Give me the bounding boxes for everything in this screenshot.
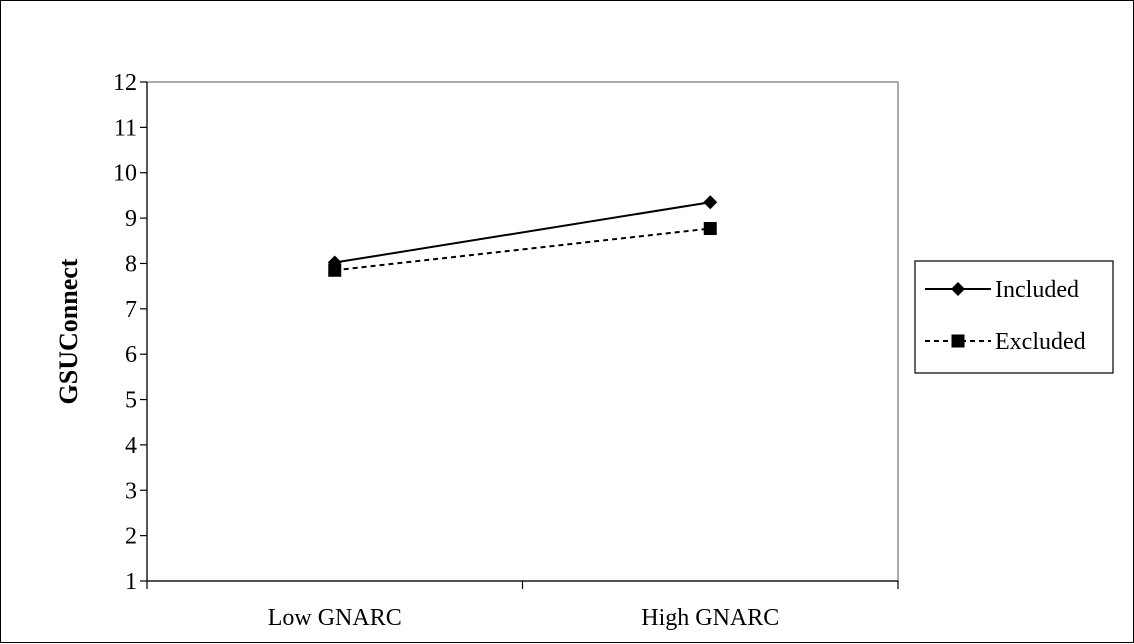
y-tick-label: 8 xyxy=(125,251,137,277)
series-layer xyxy=(327,195,718,277)
y-tick-label: 2 xyxy=(125,524,137,550)
series-line xyxy=(334,201,711,264)
y-tick-label: 10 xyxy=(113,161,137,187)
legend-label: Excluded xyxy=(995,329,1086,355)
series-excluded xyxy=(328,222,717,277)
y-tick-label: 9 xyxy=(125,206,137,232)
legend-item-excluded: Excluded xyxy=(925,329,1086,355)
y-tick-label: 6 xyxy=(125,342,137,368)
legend-marker xyxy=(951,282,965,296)
x-axis: Low GNARC High GNARC xyxy=(146,580,899,631)
legend-item-included: Included xyxy=(925,277,1079,303)
x-tick-label: Low GNARC xyxy=(268,605,402,631)
y-tick-label: 5 xyxy=(125,388,137,414)
y-tick-label: 12 xyxy=(113,70,137,96)
square-point xyxy=(328,263,342,277)
legend: Included Excluded xyxy=(914,260,1114,374)
legend-box xyxy=(914,260,1114,374)
y-tick-label: 7 xyxy=(125,297,137,323)
y-tick-label: 11 xyxy=(114,115,137,141)
y-tick-label: 1 xyxy=(125,569,137,595)
plot-area xyxy=(146,81,899,582)
square-point xyxy=(703,222,717,236)
y-axis-title: GSUConnect xyxy=(54,258,83,404)
y-tick-label: 4 xyxy=(125,433,137,459)
legend-label: Included xyxy=(995,277,1079,303)
legend-marker xyxy=(951,334,965,348)
x-tick-label: High GNARC xyxy=(641,605,779,631)
y-tick-label: 3 xyxy=(125,478,137,504)
diamond-point xyxy=(703,195,718,210)
